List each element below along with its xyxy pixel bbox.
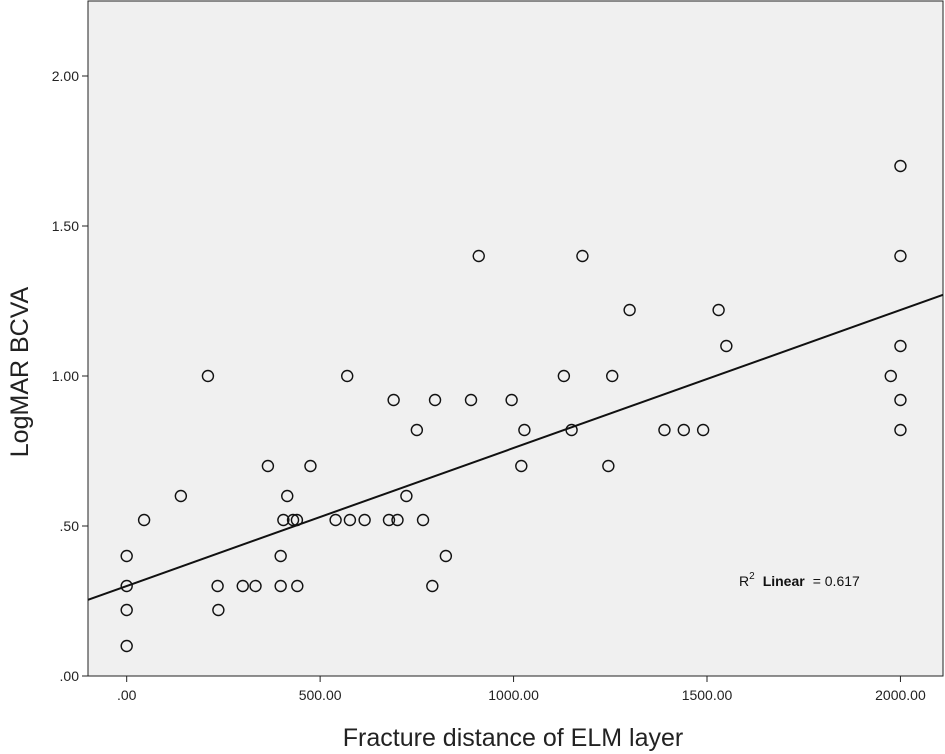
data-point bbox=[696, 423, 710, 437]
r2-superscript: 2 bbox=[749, 571, 755, 582]
x-tick-label: 1000.00 bbox=[488, 687, 539, 703]
data-point bbox=[606, 369, 619, 383]
data-point bbox=[472, 249, 485, 263]
data-point bbox=[387, 393, 400, 407]
data-point bbox=[286, 513, 300, 527]
data-point bbox=[137, 513, 151, 527]
y-axis-title: LogMAR BCVA bbox=[6, 286, 34, 457]
data-point bbox=[261, 459, 275, 473]
data-point bbox=[712, 303, 725, 317]
data-point bbox=[894, 339, 907, 353]
data-point bbox=[174, 489, 188, 503]
data-point bbox=[428, 393, 442, 407]
data-point bbox=[291, 579, 304, 593]
data-point bbox=[343, 513, 357, 527]
data-point bbox=[274, 549, 287, 563]
data-point bbox=[236, 579, 249, 593]
plot-area bbox=[87, 0, 944, 677]
data-point bbox=[120, 579, 133, 593]
data-point bbox=[120, 549, 133, 563]
r2-prefix: R bbox=[739, 573, 749, 589]
data-point bbox=[249, 579, 262, 593]
data-point bbox=[602, 459, 615, 473]
data-point bbox=[464, 393, 478, 407]
x-tick-label: 500.00 bbox=[299, 687, 342, 703]
y-axis: .00 .50 1.00 1.50 2.00 bbox=[52, 68, 88, 684]
data-point bbox=[576, 249, 589, 263]
data-point bbox=[623, 303, 636, 317]
fit-line bbox=[87, 293, 944, 601]
data-point bbox=[410, 423, 424, 437]
data-point bbox=[439, 549, 453, 563]
data-point bbox=[201, 369, 215, 383]
r2-value: = 0.617 bbox=[813, 573, 860, 589]
data-point bbox=[281, 489, 294, 503]
y-tick-label: 1.00 bbox=[52, 368, 79, 384]
data-point bbox=[274, 579, 287, 593]
data-point bbox=[518, 423, 531, 437]
data-point bbox=[120, 603, 133, 617]
y-tick-label: .00 bbox=[60, 668, 80, 684]
data-point bbox=[400, 489, 413, 503]
data-point bbox=[382, 513, 396, 527]
data-point bbox=[894, 249, 907, 263]
data-point bbox=[720, 339, 733, 353]
data-point bbox=[894, 423, 907, 437]
y-tick-label: 2.00 bbox=[52, 68, 79, 84]
data-point bbox=[894, 393, 907, 407]
data-point bbox=[677, 423, 690, 437]
data-point bbox=[277, 513, 290, 527]
data-point bbox=[341, 369, 354, 383]
data-point bbox=[329, 513, 342, 527]
x-tick-label: 2000.00 bbox=[875, 687, 926, 703]
r2-label: Linear bbox=[763, 573, 806, 589]
x-tick-label: 1500.00 bbox=[682, 687, 733, 703]
data-points bbox=[120, 159, 907, 653]
data-point bbox=[505, 393, 518, 407]
data-point bbox=[515, 459, 528, 473]
data-point bbox=[884, 369, 897, 383]
y-tick-label: 1.50 bbox=[52, 218, 79, 234]
data-point bbox=[212, 603, 225, 617]
r2-annotation: R2 Linear = 0.617 bbox=[739, 571, 860, 589]
x-axis: .00 500.00 1000.00 1500.00 2000.00 bbox=[117, 676, 926, 703]
x-tick-label: .00 bbox=[117, 687, 137, 703]
x-axis-title: Fracture distance of ELM layer bbox=[343, 724, 683, 752]
data-point bbox=[120, 639, 133, 653]
data-point bbox=[211, 579, 224, 593]
data-point bbox=[358, 513, 371, 527]
data-point bbox=[391, 513, 404, 527]
data-point bbox=[658, 423, 671, 437]
data-point bbox=[557, 369, 571, 383]
data-point bbox=[416, 513, 430, 527]
data-point bbox=[894, 159, 907, 173]
data-point bbox=[304, 459, 317, 473]
data-point bbox=[426, 579, 439, 593]
y-tick-label: .50 bbox=[60, 518, 80, 534]
